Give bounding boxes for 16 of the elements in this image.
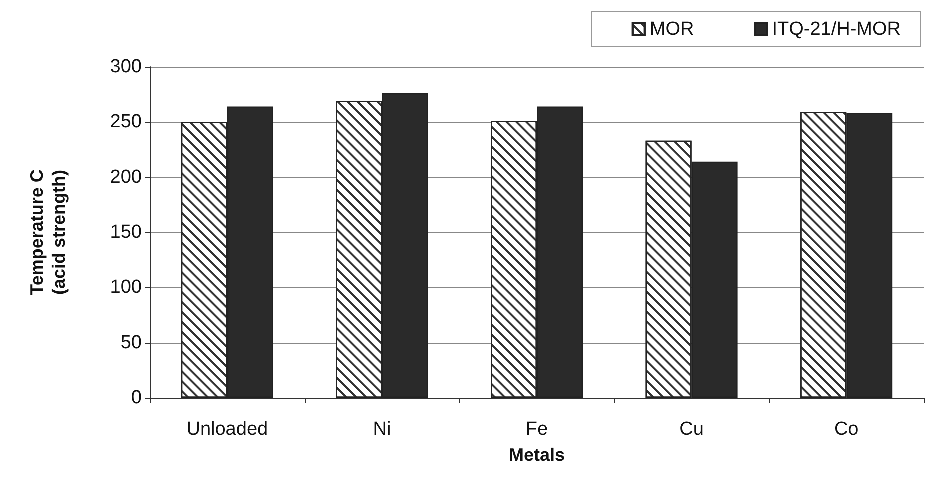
legend-label: ITQ-21/H-MOR	[772, 19, 901, 40]
x-tick-label: Ni	[373, 419, 392, 440]
legend-label: MOR	[650, 19, 694, 40]
y-tick-label: 100	[110, 277, 142, 298]
y-tick-label: 200	[110, 166, 142, 188]
y-tick-label: 150	[110, 222, 142, 243]
y-tick-label: 300	[110, 56, 142, 78]
y-tick-label: 50	[120, 332, 142, 354]
y-axis-title: Temperature C (acid strength)	[27, 170, 69, 296]
y-tick-label: 0	[131, 388, 142, 408]
x-tick-label: Cu	[680, 419, 704, 440]
y-tick-label: 250	[110, 112, 142, 133]
x-tick-label: Co	[834, 419, 859, 440]
x-axis-title: Metals	[508, 445, 566, 465]
x-tick-label: Unloaded	[186, 419, 268, 440]
x-tick-label: Fe	[526, 419, 548, 440]
